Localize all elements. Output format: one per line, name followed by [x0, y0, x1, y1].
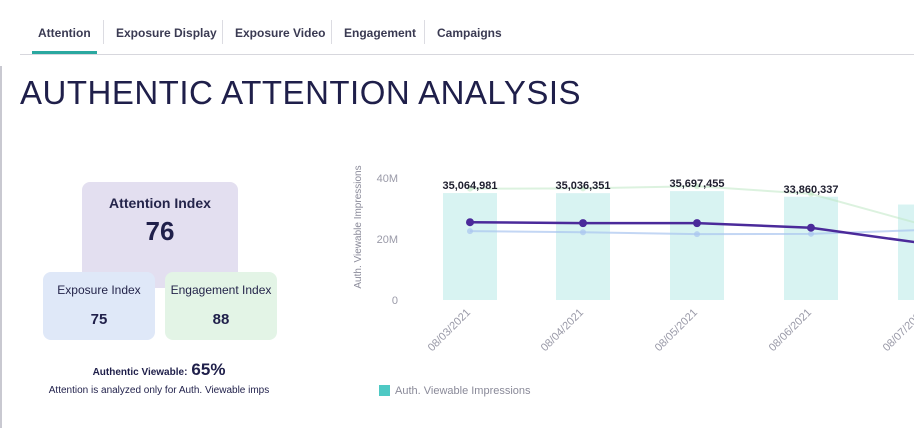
- authentic-viewable: Authentic Viewable: 65%: [0, 360, 318, 380]
- bar-data-label: 33,860,337: [783, 184, 838, 196]
- auth-viewable-impressions-chart: Auth. Viewable Impressions 0 20M 40M 35,064,…: [353, 165, 914, 354]
- exposure-point: [808, 230, 814, 237]
- panel-left-edge: [0, 66, 2, 428]
- tab-attention[interactable]: Attention: [38, 26, 91, 40]
- authentic-viewable-label: Authentic Viewable:: [92, 367, 188, 378]
- x-tick-label: 08/05/2021: [653, 307, 700, 354]
- tab-separator: [103, 20, 104, 44]
- engagement-index-value: 88: [212, 311, 230, 328]
- y-tick-label: 20M: [377, 234, 398, 246]
- bar: [443, 193, 497, 300]
- bar-data-label: 35,697,455: [669, 178, 724, 190]
- tab-separator: [331, 20, 332, 44]
- exposure-index-card: Exposure Index 75: [43, 272, 155, 340]
- y-axis-label: Auth. Viewable Impressions: [353, 165, 364, 288]
- bar: [898, 204, 914, 300]
- bar-data-label: 35,036,351: [555, 180, 610, 192]
- legend-label: Auth. Viewable Impressions: [395, 384, 531, 397]
- bar: [556, 193, 610, 300]
- exposure-point: [694, 231, 700, 238]
- exposure-point: [467, 228, 473, 235]
- tab-bar: Attention Exposure Display Exposure Vide…: [20, 18, 914, 55]
- tab-separator: [424, 20, 425, 44]
- bar: [670, 191, 724, 300]
- exposure-index-label: Exposure Index: [57, 283, 141, 297]
- attention-point: [466, 218, 474, 227]
- attention-index-label: Attention Index: [109, 195, 211, 211]
- active-tab-indicator: [32, 51, 97, 54]
- attention-point: [579, 219, 587, 228]
- exposure-index-value: 75: [90, 311, 108, 328]
- engagement-point: [467, 185, 473, 192]
- authentic-viewable-value: 65%: [191, 360, 226, 379]
- exposure-point: [580, 229, 586, 236]
- x-tick-label: 08/04/2021: [539, 307, 586, 354]
- tab-engagement[interactable]: Engagement: [344, 26, 417, 40]
- y-tick-label: 40M: [377, 173, 398, 185]
- engagement-point: [580, 185, 586, 192]
- x-tick-label: 08/06/2021: [767, 307, 814, 354]
- page-title: AUTHENTIC ATTENTION ANALYSIS: [20, 74, 582, 111]
- attention-index-value: 76: [145, 216, 175, 246]
- chart-legend[interactable]: Auth. Viewable Impressions: [379, 382, 531, 397]
- authentic-viewable-note: Attention is analyzed only for Auth. Vie…: [48, 385, 270, 396]
- engagement-point: [808, 190, 814, 197]
- attention-index-card: Attention Index 76: [82, 182, 238, 288]
- x-tick-label: 08/03/2021: [426, 307, 473, 354]
- attention-point: [693, 219, 701, 228]
- x-tick-label: 08/07/2021: [881, 307, 914, 354]
- attention-point: [807, 223, 815, 232]
- y-tick-label: 0: [392, 295, 398, 307]
- tab-separator: [222, 20, 223, 44]
- tab-exposure-display[interactable]: Exposure Display: [116, 26, 217, 40]
- engagement-index-label: Engagement Index: [170, 283, 272, 297]
- legend-swatch-bar: [379, 385, 390, 397]
- bar-data-label: 35,064,981: [442, 180, 497, 192]
- tab-exposure-video[interactable]: Exposure Video: [235, 26, 326, 40]
- tab-campaigns[interactable]: Campaigns: [437, 26, 502, 40]
- engagement-point: [694, 183, 700, 190]
- engagement-index-card: Engagement Index 88: [165, 272, 277, 340]
- bar: [784, 196, 838, 300]
